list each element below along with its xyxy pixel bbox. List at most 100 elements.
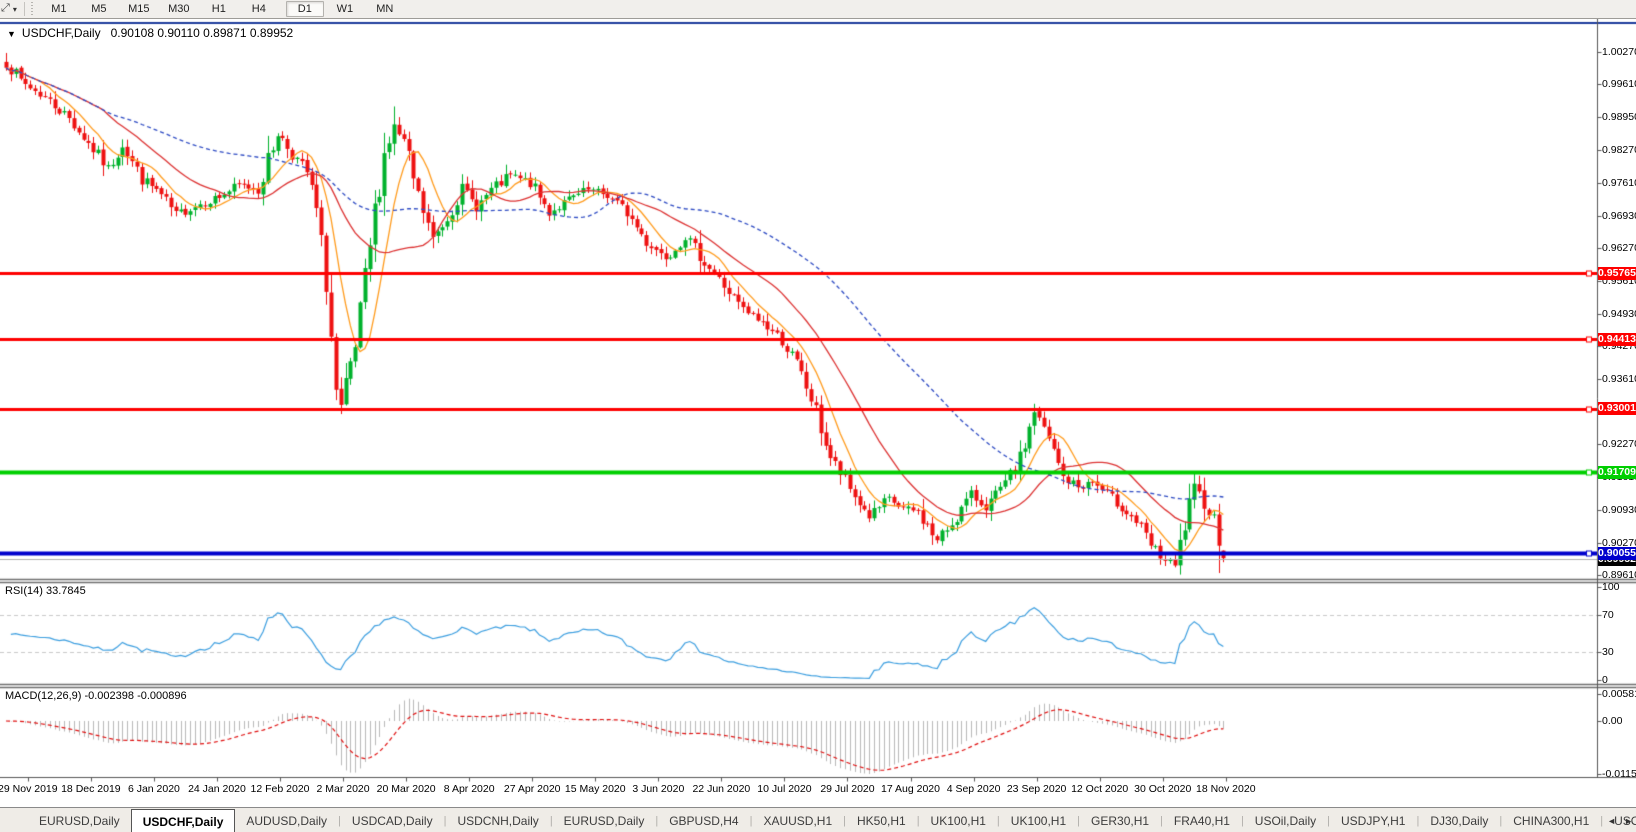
chart-window: ▼ USDCHF,Daily 0.90108 0.90110 0.89871 0.8…	[0, 19, 1636, 807]
date-axis-tick-label: 12 Feb 2020	[250, 783, 310, 795]
date-axis-tick-label: 2 Mar 2020	[316, 783, 370, 795]
date-axis-tick-label: 29 Jul 2020	[820, 783, 875, 795]
date-axis-tick-label: 30 Oct 2020	[1134, 783, 1192, 795]
chart-tab-USOil-Daily[interactable]: USOil,Daily	[1254, 814, 1317, 828]
tab-separator: |	[1416, 815, 1420, 827]
chart-tab-AUDUSD-Daily[interactable]: AUDUSD,Daily	[246, 814, 328, 828]
chart-tab-GBPUSD-H4[interactable]: GBPUSD,H4	[669, 814, 739, 828]
timeframe-button-D1[interactable]: D1	[285, 1, 324, 17]
tab-scroll-buttons: ◄ ►	[1607, 808, 1633, 832]
timeframe-buttons: M1 M5 M15 M30 H1 H4 D1 W1 MN	[39, 1, 405, 17]
rsi-axis-tick-label: 70	[1602, 608, 1614, 621]
timeframe-button-M1[interactable]: M1	[51, 3, 67, 15]
timeframe-button-M30[interactable]: M30	[168, 3, 190, 15]
date-axis-tick-label: 17 Aug 2020	[881, 783, 940, 795]
timeframe-button-M5[interactable]: M5	[91, 3, 107, 15]
chart-symbol-label: USDCHF,Daily	[21, 26, 101, 40]
chart-tab-USDCHF-Daily[interactable]: USDCHF,Daily	[130, 809, 236, 832]
rsi-axis-tick-label: 100	[1602, 581, 1620, 593]
chart-tab-FRA40-H1[interactable]: FRA40,H1	[1173, 814, 1230, 828]
tab-separator: |	[1240, 815, 1244, 827]
tab-separator: |	[1160, 815, 1163, 827]
tab-separator: |	[1327, 815, 1330, 827]
toolbar-separator	[23, 2, 25, 16]
tabs-scroll-left-button[interactable]: ◄	[1607, 816, 1617, 826]
rsi-axis-tick-label: 30	[1602, 646, 1614, 659]
tab-separator: |	[916, 815, 920, 827]
macd-axis-tick-label: -0.01151	[1602, 768, 1636, 780]
crosshair-line-tool-icon: ⤢	[1, 1, 10, 14]
chart-tab-UK100-H1[interactable]: UK100,H1	[930, 814, 986, 828]
hline-price-tag-0.95765[interactable]: 0.95765	[1598, 266, 1636, 280]
macd-axis-tick-label: 0.005818	[1602, 688, 1636, 701]
macd-axis-tick-label: 0.00	[1602, 715, 1623, 727]
date-axis-tick-label: 8 Apr 2020	[443, 783, 495, 795]
tab-separator: |	[655, 815, 659, 827]
crosshair-line-tool-button[interactable]: ⤢ ▾	[0, 1, 21, 17]
date-axis-tick-label: 29 Nov 2019	[0, 783, 58, 795]
tab-separator: |	[338, 815, 341, 827]
chart-tab-CHINA300-H1[interactable]: CHINA300,H1	[1513, 814, 1590, 828]
hline-price-tag-0.90055[interactable]: 0.90055	[1598, 546, 1636, 560]
tab-separator: |	[996, 815, 1000, 827]
chart-tab-UK100-H1[interactable]: UK100,H1	[1010, 814, 1067, 828]
date-axis-tick-label: 3 Jun 2020	[632, 783, 685, 795]
date-axis-tick-label: 27 Apr 2020	[503, 783, 561, 795]
date-axis-tick-label: 23 Sep 2020	[1006, 783, 1067, 795]
macd-label: MACD(12,26,9) -0.002398 -0.000896	[5, 690, 187, 702]
chart-tab-USDCAD-Daily[interactable]: USDCAD,Daily	[351, 814, 433, 828]
toolbar-drag-grip[interactable]	[29, 2, 35, 16]
chart-tab-USDCNH-Daily[interactable]: USDCNH,Daily	[457, 814, 539, 828]
chart-tab-HK50-H1[interactable]: HK50,H1	[856, 814, 906, 828]
timeframe-button-M15[interactable]: M15	[128, 3, 150, 15]
tabs-scroll-right-button[interactable]: ►	[1624, 816, 1633, 826]
price-chart-canvas[interactable]	[0, 19, 1636, 807]
tab-separator: |	[443, 815, 447, 827]
chart-tab-XAUUSD-H1[interactable]: XAUUSD,H1	[763, 814, 833, 828]
hline-price-tag-0.94413[interactable]: 0.94413	[1598, 332, 1636, 346]
chart-tab-GER30-H1[interactable]: GER30,H1	[1091, 814, 1150, 828]
chevron-down-icon[interactable]: ▾	[12, 4, 17, 14]
chart-title: ▼ USDCHF,Daily 0.90108 0.90110 0.89871 0.8…	[7, 26, 293, 40]
date-axis-tick-label: 24 Jan 2020	[188, 783, 246, 795]
chart-tabs: EURUSD,Daily | USDCHF,Daily | AUDUSD,Daily | U…	[28, 808, 1636, 832]
tab-separator: |	[1600, 815, 1604, 827]
chart-tab-DJ30-Daily[interactable]: DJ30,Daily	[1430, 814, 1489, 828]
chart-tab-EURUSD-Daily[interactable]: EURUSD,Daily	[563, 814, 645, 828]
date-axis-tick-label: 18 Nov 2020	[1195, 783, 1256, 795]
date-axis-tick-label: 20 Mar 2020	[376, 783, 436, 795]
date-axis-tick-label: 22 Jun 2020	[692, 783, 751, 795]
date-axis-tick-label: 18 Dec 2019	[61, 783, 121, 795]
date-axis-tick-label: 15 May 2020	[564, 783, 626, 795]
date-axis-tick-label: 4 Sep 2020	[946, 783, 1001, 795]
date-axis-tick-label: 6 Jan 2020	[127, 783, 180, 795]
timeframe-button-W1[interactable]: W1	[336, 3, 354, 15]
timeframe-toolbar: ⤢ ▾ M1 M5 M15 M30 H1 H4 D1 W1 MN	[0, 0, 1636, 19]
chart-tab-bar: EURUSD,Daily | USDCHF,Daily | AUDUSD,Daily | U…	[0, 807, 1636, 832]
timeframe-button-MN[interactable]: MN	[376, 3, 394, 15]
timeframe-button-H1[interactable]: H1	[211, 3, 226, 15]
hline-price-tag-0.93001[interactable]: 0.93001	[1598, 402, 1636, 416]
price-axis-tick-label: 0.89610	[1602, 569, 1636, 581]
chart-ohlc-values: 0.90108 0.90110 0.89871 0.89952	[110, 26, 294, 40]
chart-tab-EURUSD-Daily[interactable]: EURUSD,Daily	[39, 814, 120, 828]
date-axis-tick-label: 10 Jul 2020	[757, 783, 812, 795]
timeframe-button-H4[interactable]: H4	[251, 3, 266, 15]
chart-menu-arrow-icon[interactable]: ▼	[7, 29, 16, 39]
chart-tab-USOil-H1[interactable]: USOil,H1	[1614, 814, 1636, 828]
tab-separator: |	[1077, 815, 1081, 827]
chart-tab-USDJPY-H1[interactable]: USDJPY,H1	[1341, 814, 1406, 828]
hline-price-tag-0.91709[interactable]: 0.91709	[1598, 465, 1636, 479]
